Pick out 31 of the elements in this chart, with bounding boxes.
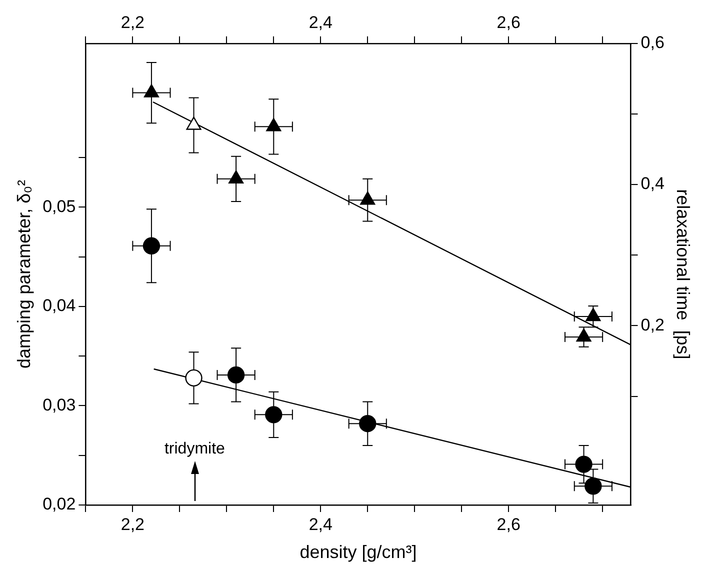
y-tick-label: 0,03: [42, 395, 76, 414]
point: [144, 84, 159, 98]
point: [186, 116, 202, 130]
point: [359, 415, 376, 432]
point: [266, 118, 282, 132]
y-tick-label: 0,04: [42, 296, 76, 316]
y-tick-label: 0,02: [42, 494, 76, 514]
point: [586, 308, 601, 322]
x-tick-label: 2,4: [308, 514, 332, 534]
point: [584, 478, 602, 495]
x2-tick-label: 2,6: [496, 12, 520, 32]
y2-tick-label: 0,4: [640, 174, 664, 194]
point: [265, 406, 282, 424]
y-tick-label: 0,05: [42, 196, 76, 216]
x2-tick-label: 2,2: [120, 12, 144, 32]
point: [228, 170, 244, 184]
point: [575, 456, 592, 473]
y2-tick-label: 0,6: [640, 33, 664, 52]
x2-tick-label: 2,4: [308, 12, 332, 32]
y-axis-title: damping parameter, δ₀²: [14, 180, 34, 368]
point: [576, 328, 592, 342]
x-tick-label: 2,2: [120, 514, 144, 534]
x-axis-title: density [g/cm³]: [300, 542, 417, 562]
x-tick-label: 2,6: [496, 514, 520, 534]
point: [360, 191, 376, 205]
y2-axis-title: relaxational time [ps]: [673, 189, 694, 360]
y2-tick-label: 0,2: [640, 315, 664, 334]
point: [185, 369, 202, 387]
point: [227, 366, 245, 384]
point: [142, 237, 160, 255]
annotation: tridymite: [164, 440, 226, 458]
